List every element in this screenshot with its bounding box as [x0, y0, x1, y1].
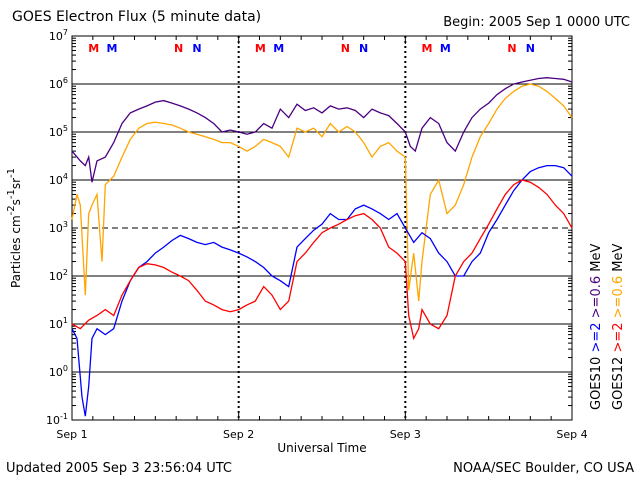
x-tick-label: Sep 2 [223, 428, 254, 441]
data-source-label: NOAA/SEC Boulder, CO USA [453, 461, 634, 476]
marker-m: M [422, 42, 433, 55]
y-tick-label: 10-1 [46, 412, 68, 427]
marker-n: N [526, 42, 535, 55]
x-axis-title: Universal Time [277, 441, 366, 455]
series-line-goes12-0-6-mev [71, 83, 573, 302]
y-tick-label: 102 [49, 268, 68, 283]
y-tick-label: 101 [49, 316, 68, 331]
marker-n: N [174, 42, 183, 55]
x-tick-label: Sep 1 [56, 428, 87, 441]
chart-title: GOES Electron Flux (5 minute data) [12, 9, 262, 25]
updated-timestamp: Updated 2005 Sep 3 23:56:04 UTC [6, 461, 233, 476]
x-tick-label: Sep 3 [390, 428, 421, 441]
y-tick-label: 103 [49, 220, 68, 235]
marker-n: N [359, 42, 368, 55]
begin-time-label: Begin: 2005 Sep 1 0000 UTC [443, 15, 630, 30]
y-tick-label: 105 [49, 124, 68, 139]
series-line-goes12-2-mev [71, 179, 573, 341]
marker-n: N [341, 42, 350, 55]
series-line-goes10-2-mev [71, 164, 573, 417]
marker-m: M [440, 42, 451, 55]
y-tick-label: 104 [49, 172, 68, 187]
x-tick-label: Sep 4 [556, 428, 587, 441]
marker-m: M [107, 42, 118, 55]
marker-m: M [255, 42, 266, 55]
marker-m: M [273, 42, 284, 55]
y-tick-label: 106 [49, 76, 68, 91]
y-axis-title: Particles cm-2s-1sr-1 [6, 168, 23, 288]
y-tick-label: 107 [49, 28, 68, 43]
marker-m: M [88, 42, 99, 55]
marker-n: N [507, 42, 516, 55]
y-tick-label: 100 [49, 364, 68, 379]
marker-n: N [192, 42, 201, 55]
legend-entry-goes10: GOES10 >=2 >=0.6 MeV [589, 244, 604, 410]
series-line-goes10-0-6-mev [71, 77, 573, 183]
legend-entry-goes12: GOES12 >=2 >=0.6 MeV [611, 244, 626, 410]
